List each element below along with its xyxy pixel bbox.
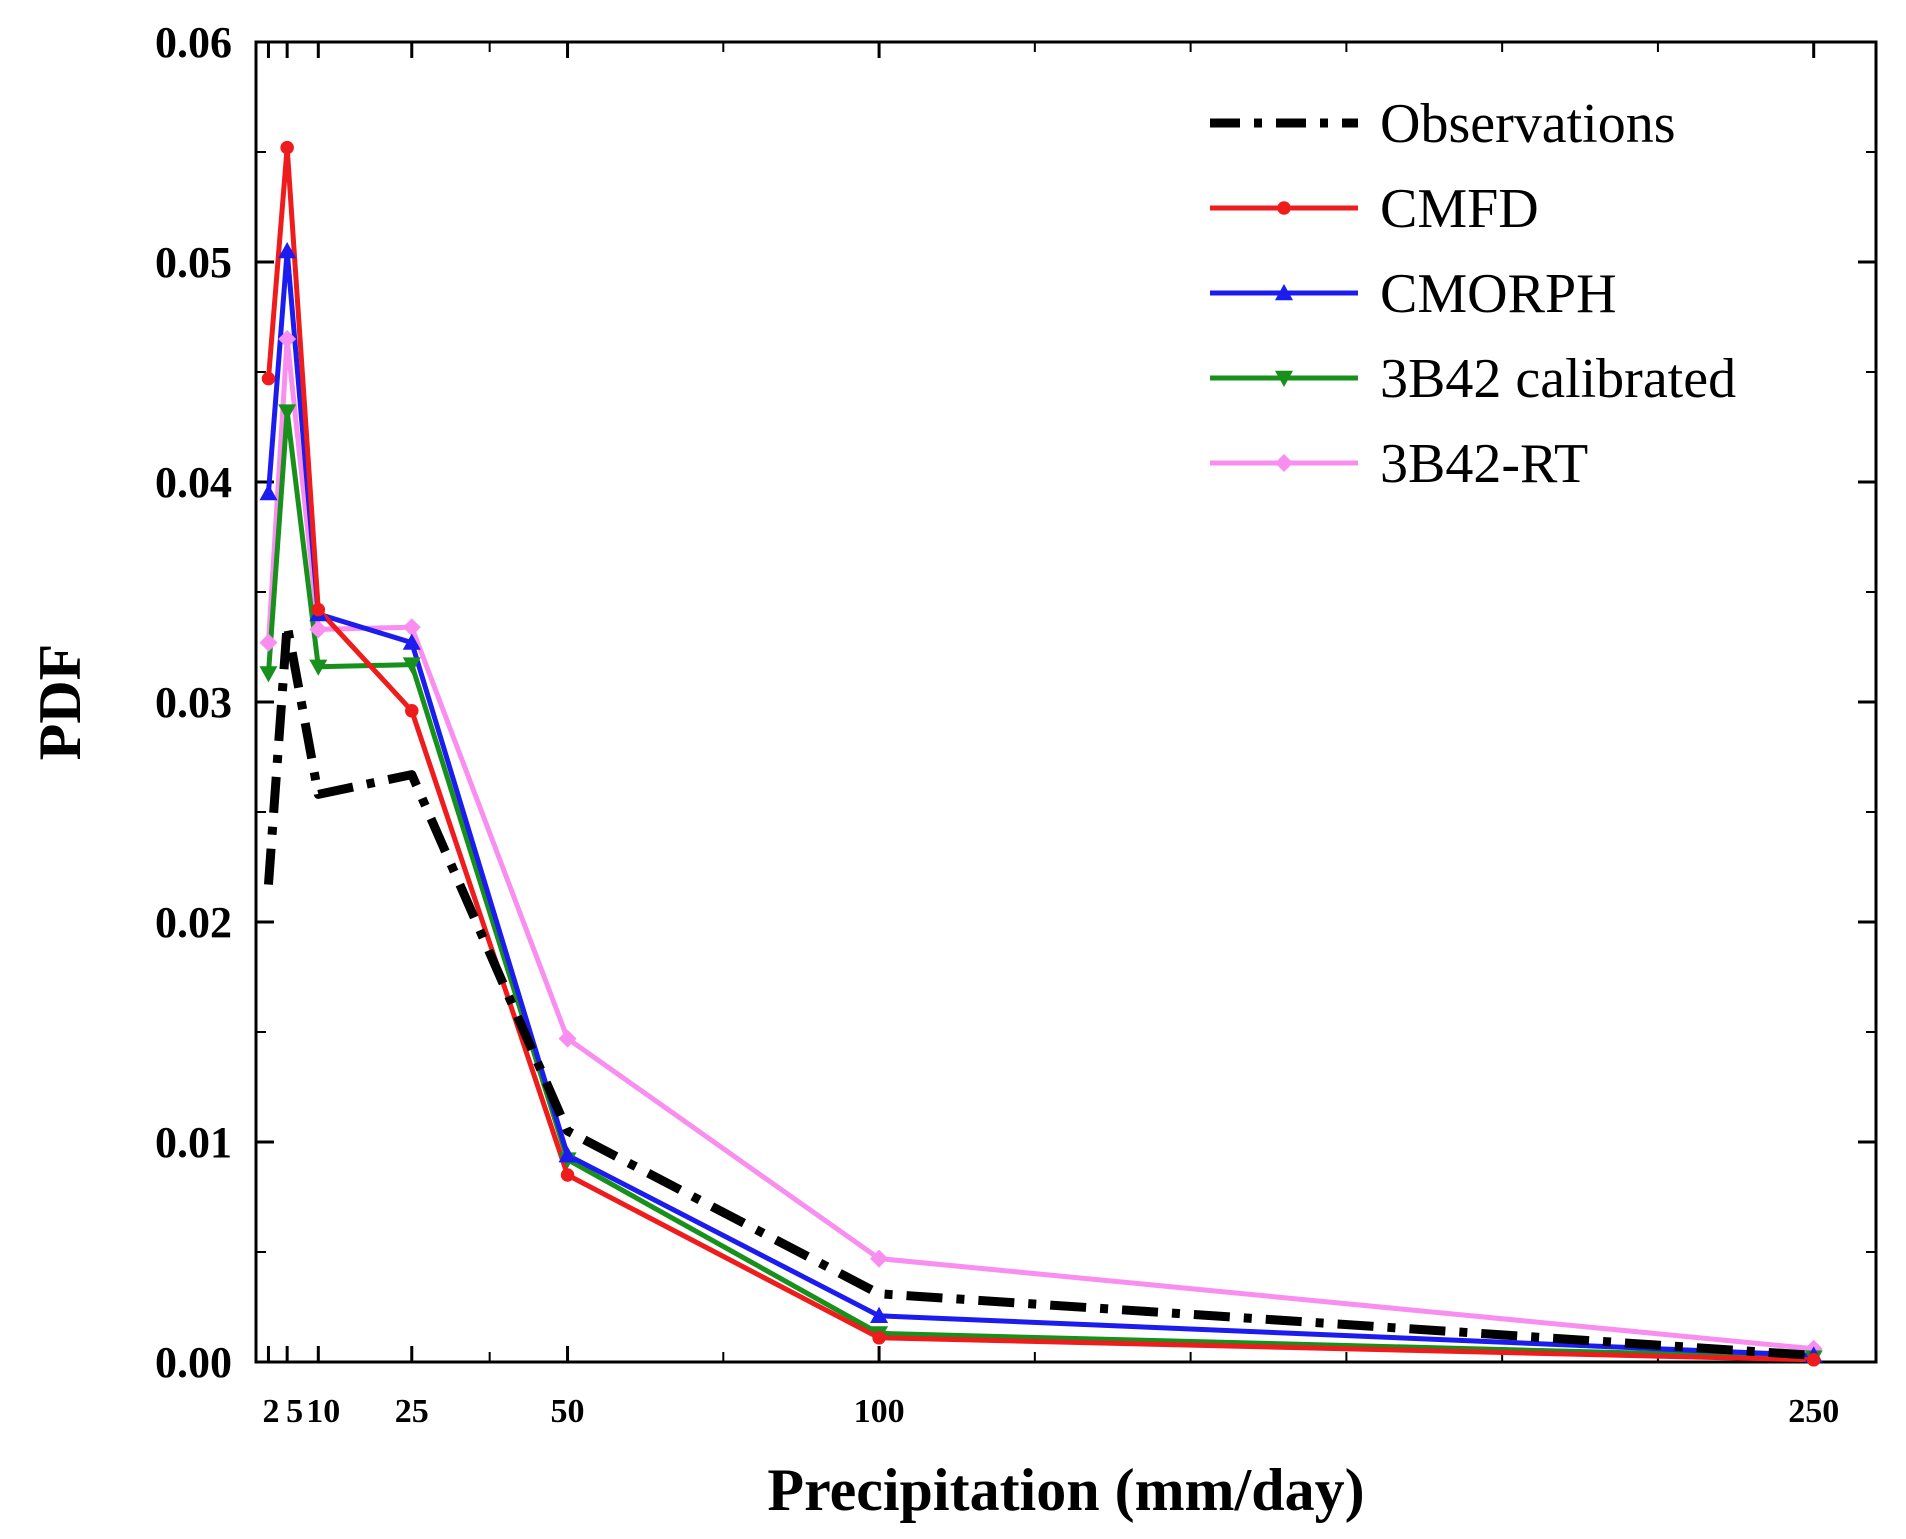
- data-point-marker: [309, 620, 328, 639]
- x-tick-label: 25: [395, 1393, 429, 1430]
- data-point-marker: [309, 659, 328, 676]
- legend-label: CMORPH: [1380, 263, 1617, 325]
- data-point-marker: [261, 371, 276, 386]
- legend-label: Observations: [1380, 93, 1676, 155]
- legend-label: CMFD: [1380, 178, 1539, 240]
- data-point-marker: [870, 1306, 889, 1323]
- data-point-marker: [1277, 201, 1291, 215]
- data-point-marker: [278, 330, 297, 348]
- x-axis-title: Precipitation (mm/day): [767, 1457, 1364, 1523]
- data-point-marker: [1275, 454, 1293, 472]
- data-point-marker: [278, 404, 297, 421]
- x-tick-label: 2: [262, 1393, 279, 1430]
- data-point-marker: [1275, 370, 1293, 387]
- x-tick-labels: 2 5 10 25 50 100 250: [262, 1393, 1839, 1430]
- data-point-marker: [1275, 284, 1293, 301]
- x-tick-label: 100: [854, 1393, 905, 1430]
- data-point-marker: [870, 1249, 889, 1268]
- data-point-marker: [402, 633, 421, 650]
- data-point-marker: [558, 1146, 577, 1163]
- data-point-marker: [558, 1029, 577, 1048]
- data-point-marker: [402, 618, 421, 637]
- y-tick-label: 0.00: [155, 1338, 232, 1387]
- x-tick-label: 250: [1788, 1393, 1839, 1430]
- plot-area: [254, 40, 1878, 1364]
- y-tick-label: 0.02: [155, 898, 232, 947]
- data-point-marker: [278, 242, 297, 259]
- data-point-marker: [280, 140, 294, 155]
- data-point-marker: [1806, 1353, 1821, 1367]
- data-point-marker: [259, 666, 278, 683]
- data-point-marker: [402, 657, 421, 674]
- y-tick-label: 0.01: [155, 1118, 232, 1167]
- legend-label: 3B42 calibrated: [1380, 348, 1736, 410]
- x-tick-label: 50: [551, 1393, 585, 1430]
- y-tick-labels: 0.00 0.01 0.02 0.03 0.04 0.05 0.06: [155, 18, 232, 1387]
- data-point-marker: [560, 1168, 575, 1182]
- y-tick-label: 0.04: [155, 458, 232, 507]
- data-point-marker: [872, 1331, 886, 1345]
- legend-label: 3B42-RT: [1380, 433, 1588, 495]
- data-point-marker: [405, 704, 419, 718]
- chart-legend: Observations CMFD CMORPH 3B42 calibrated 3B4…: [1210, 93, 1736, 495]
- data-point-marker: [259, 484, 278, 501]
- y-tick-label: 0.05: [155, 238, 232, 287]
- y-tick-label: 0.06: [155, 18, 232, 67]
- markers-layer: [259, 140, 1823, 1367]
- y-axis-title: PDF: [27, 644, 93, 761]
- series-line-observations: [263, 620, 1814, 1360]
- x-tick-label: 10: [306, 1393, 340, 1430]
- data-point-marker: [259, 633, 278, 652]
- x-tick-label: 5: [286, 1393, 303, 1430]
- data-point-marker: [311, 602, 326, 617]
- y-tick-label: 0.03: [155, 678, 232, 727]
